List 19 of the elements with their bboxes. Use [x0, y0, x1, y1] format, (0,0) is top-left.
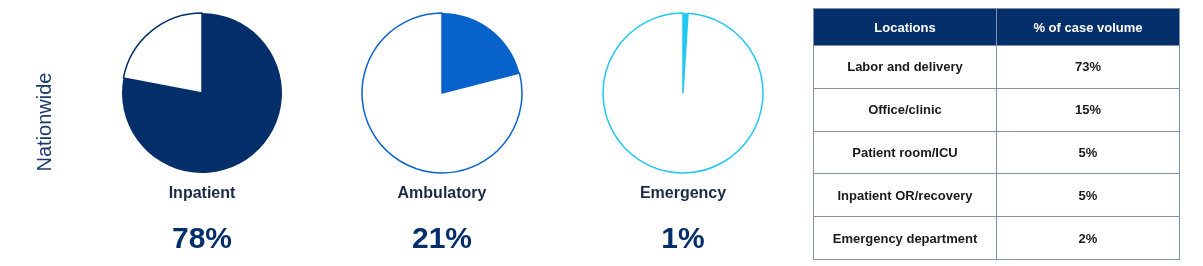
- data-label: 5%: [996, 131, 1180, 174]
- category-label: Inpatient OR/recovery: [813, 173, 997, 217]
- data-label: 2%: [996, 216, 1180, 260]
- text: 1%: [661, 220, 705, 254]
- category-label: Patient room/ICU: [813, 131, 997, 174]
- text: Nationwide: [33, 72, 55, 172]
- category-label: Labor and delivery: [813, 45, 997, 89]
- text: Emergency: [639, 183, 727, 201]
- text: Ambulatory: [397, 183, 487, 201]
- text: Inpatient: [168, 183, 236, 201]
- text: 21%: [411, 220, 473, 254]
- category-label: Office/clinic: [813, 88, 997, 132]
- category-label: Emergency department: [813, 216, 997, 260]
- text: 78%: [171, 220, 233, 254]
- data-label: 15%: [996, 88, 1180, 132]
- text: % of case volume: [996, 8, 1180, 46]
- data-label: 5%: [996, 173, 1180, 217]
- data-label: 73%: [996, 45, 1180, 89]
- text: Locations: [813, 8, 997, 46]
